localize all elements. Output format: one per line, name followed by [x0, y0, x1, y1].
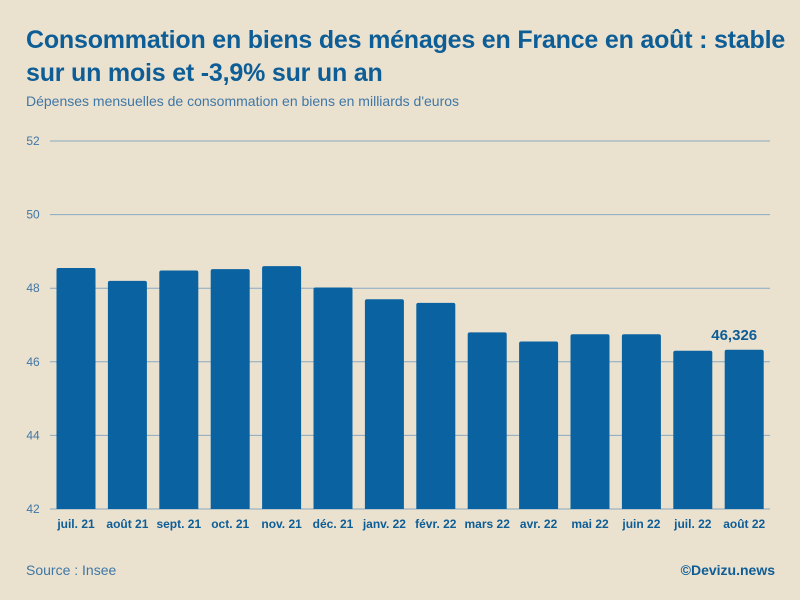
x-tick-label: juin 22 [621, 517, 660, 531]
bar-juin-22 [621, 334, 661, 509]
bar-sept-21 [159, 270, 199, 509]
bar-juil-21 [56, 267, 96, 509]
y-tick-label: 48 [26, 281, 40, 295]
x-tick-label: avr. 22 [520, 517, 558, 531]
bar-avr-22 [519, 341, 559, 509]
y-tick-label: 50 [26, 208, 40, 222]
bar-d-c-21 [313, 287, 353, 509]
x-tick-label: mars 22 [465, 517, 511, 531]
data-label: 46,326 [711, 327, 757, 344]
y-tick-label: 44 [26, 428, 40, 442]
y-tick-label: 52 [26, 134, 40, 148]
x-tick-label: août 22 [723, 517, 765, 531]
bar-ao-t-21 [107, 280, 147, 509]
bar-mars-22 [467, 332, 507, 509]
x-tick-label: juil. 21 [56, 517, 95, 531]
y-tick-label: 42 [26, 502, 40, 516]
chart-subtitle: Dépenses mensuelles de consommation en b… [26, 93, 460, 109]
x-tick-label: août 21 [106, 517, 148, 531]
x-tick-label: juil. 22 [673, 517, 712, 531]
bar-juil-22 [673, 350, 713, 509]
x-tick-label: sept. 21 [156, 517, 201, 531]
source-note: Source : Insee [26, 562, 117, 578]
x-tick-label: nov. 21 [261, 517, 302, 531]
x-tick-label: mai 22 [571, 517, 609, 531]
x-tick-label: déc. 21 [313, 517, 354, 531]
bar-oct-21 [210, 269, 250, 509]
bar-ao-t-22 [724, 349, 764, 509]
x-tick-label: janv. 22 [362, 517, 406, 531]
bar-f-vr-22 [416, 302, 456, 509]
x-tick-label: févr. 22 [415, 517, 457, 531]
chart-title: Consommation en biens des ménages en Fra… [26, 26, 786, 87]
y-tick-label: 46 [26, 355, 40, 369]
bar-nov-21 [262, 266, 302, 509]
x-tick-label: oct. 21 [211, 517, 249, 531]
bar-janv-22 [364, 299, 404, 509]
bar-mai-22 [570, 334, 610, 509]
credit-label: ©Devizu.news [680, 562, 775, 578]
